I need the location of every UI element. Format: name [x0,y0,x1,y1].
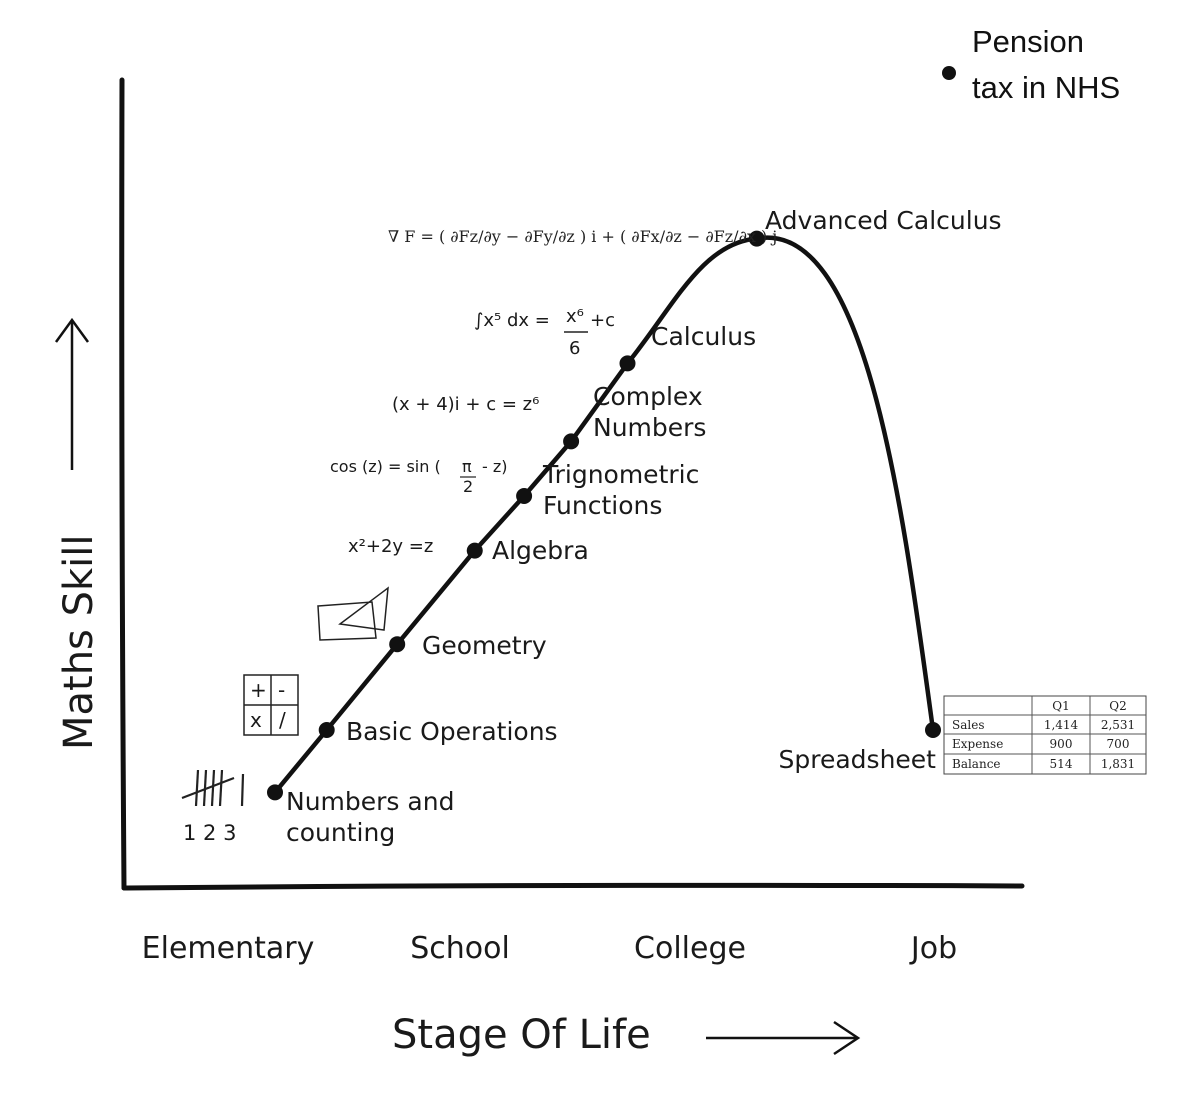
callout-line-2: tax in NHS [972,70,1120,105]
sheet-cell: 2,531 [1101,718,1135,732]
algebra-formula: x²+2y =z [348,536,433,557]
sheet-cell: 900 [1050,737,1073,751]
skill-curve-line [272,235,936,795]
sheet-cell: 700 [1107,737,1130,751]
label-basic-operations: Basic Operations [346,717,558,746]
sheet-cell: Q1 [1052,699,1069,713]
y-axis-arrow-icon [54,317,90,470]
svg-text:/: / [279,708,286,732]
sheet-cell: Balance [952,757,1001,771]
x-axis-title: Stage Of Life [392,1012,651,1058]
label-trignometric-functions: Trignometric Functions [542,460,699,520]
label-complex-numbers: Complex Numbers [593,382,706,442]
svg-text:+c: +c [590,310,615,331]
trig-formula: cos (z) = sin ( π 2 - z) [330,457,508,496]
sheet-cell: Expense [952,737,1003,751]
svg-text:-: - [278,678,285,702]
x-tick-school: School [410,931,510,966]
spreadsheet-table: Q1 Q2 Sales 1,414 2,531 Expense 900 700 Balance 5… [943,695,1147,775]
sheet-cell: 1,831 [1101,757,1135,771]
svg-text:cos (z) = sin (: cos (z) = sin ( [330,457,441,476]
point-trignometric-functions [516,488,533,504]
svg-text:x⁶: x⁶ [566,306,584,327]
curl-formula: ∇ F = ( ∂Fz/∂y − ∂Fy/∂z ) i + ( ∂Fx/∂z −… [388,227,777,246]
operations-grid-icon: + - x / [243,674,299,736]
point-advanced-calculus [748,230,765,247]
svg-text:6: 6 [569,338,580,359]
svg-text:+: + [250,678,267,702]
svg-text:π: π [462,457,472,476]
y-axis-line [119,77,127,891]
y-axis-title: Maths Skill [56,534,102,750]
complex-formula: (x + 4)i + c = z⁶ [392,394,539,415]
svg-text:2: 2 [463,477,473,496]
callout-line-1: Pension [972,24,1084,59]
point-calculus [619,355,636,372]
sheet-cell: Q2 [1109,699,1126,713]
geometry-shapes-icon [317,586,389,641]
label-geometry: Geometry [422,631,547,660]
tally-marks-icon [181,769,245,807]
x-tick-labels: Elementary School College Job [142,931,957,966]
point-geometry [389,636,406,653]
label-algebra: Algebra [492,536,589,565]
pension-callout: Pension tax in NHS [942,24,1120,105]
label-spreadsheet: Spreadsheet [779,745,937,774]
point-complex-numbers [563,433,580,450]
callout-bullet-icon [942,66,956,80]
point-basic-operations [318,722,335,738]
svg-text:x: x [250,708,262,732]
point-numbers-and-counting [267,784,283,801]
label-calculus: Calculus [651,322,756,351]
label-advanced-calculus: Advanced Calculus [765,206,1002,235]
sheet-cell: Sales [952,718,984,732]
counting-numbers: 1 2 3 [183,821,236,845]
x-axis-arrow-icon [706,1020,861,1056]
calculus-formula: ∫x⁵ dx = x⁶ 6 +c [474,306,615,359]
x-tick-job: Job [909,931,957,966]
svg-text:∫x⁵ dx =: ∫x⁵ dx = [474,310,550,331]
x-tick-elementary: Elementary [142,931,315,966]
sheet-cell: 1,414 [1044,718,1079,732]
sheet-cell: 514 [1050,757,1073,771]
x-tick-college: College [634,931,746,966]
point-spreadsheet [925,722,941,738]
series-skill-curve: Numbers and counting Basic Operations Geome… [267,206,1002,847]
svg-text:- z): - z) [482,457,508,476]
label-numbers-and-counting: Numbers and counting [286,787,454,847]
point-algebra [466,542,483,559]
x-axis-line [121,882,1025,891]
